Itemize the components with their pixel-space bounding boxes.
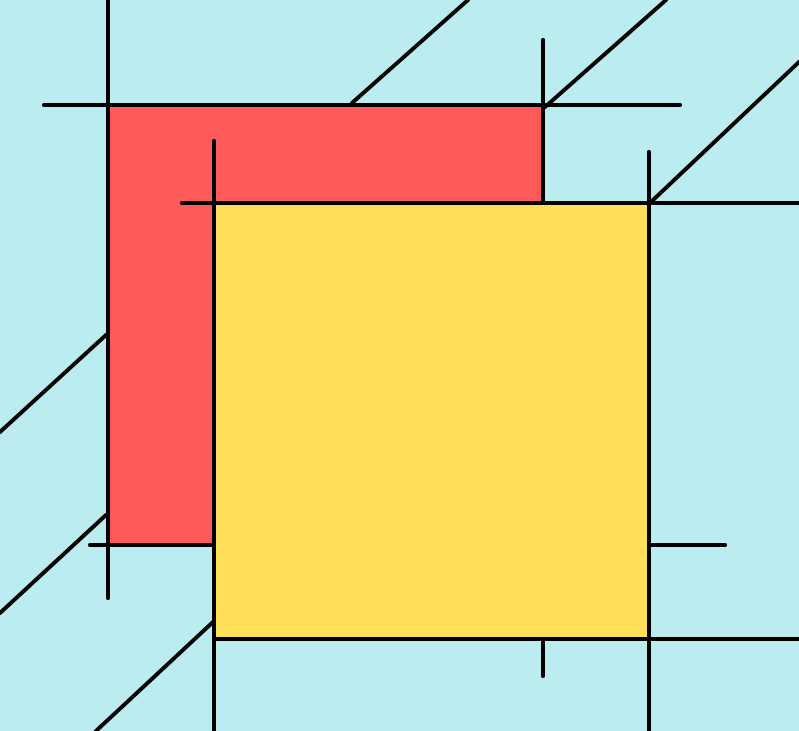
diagonal-line-1 — [350, 0, 470, 105]
front-square — [212, 201, 651, 641]
diagonal-line-4 — [0, 333, 108, 434]
diagonal-line-5 — [0, 513, 108, 615]
diagonal-line-2 — [543, 0, 668, 109]
diagonal-line-6 — [94, 620, 215, 731]
back-square-guide-lines — [42, 0, 727, 678]
front-square-guide-lines — [180, 139, 799, 731]
diagonal-line-3 — [650, 60, 799, 203]
